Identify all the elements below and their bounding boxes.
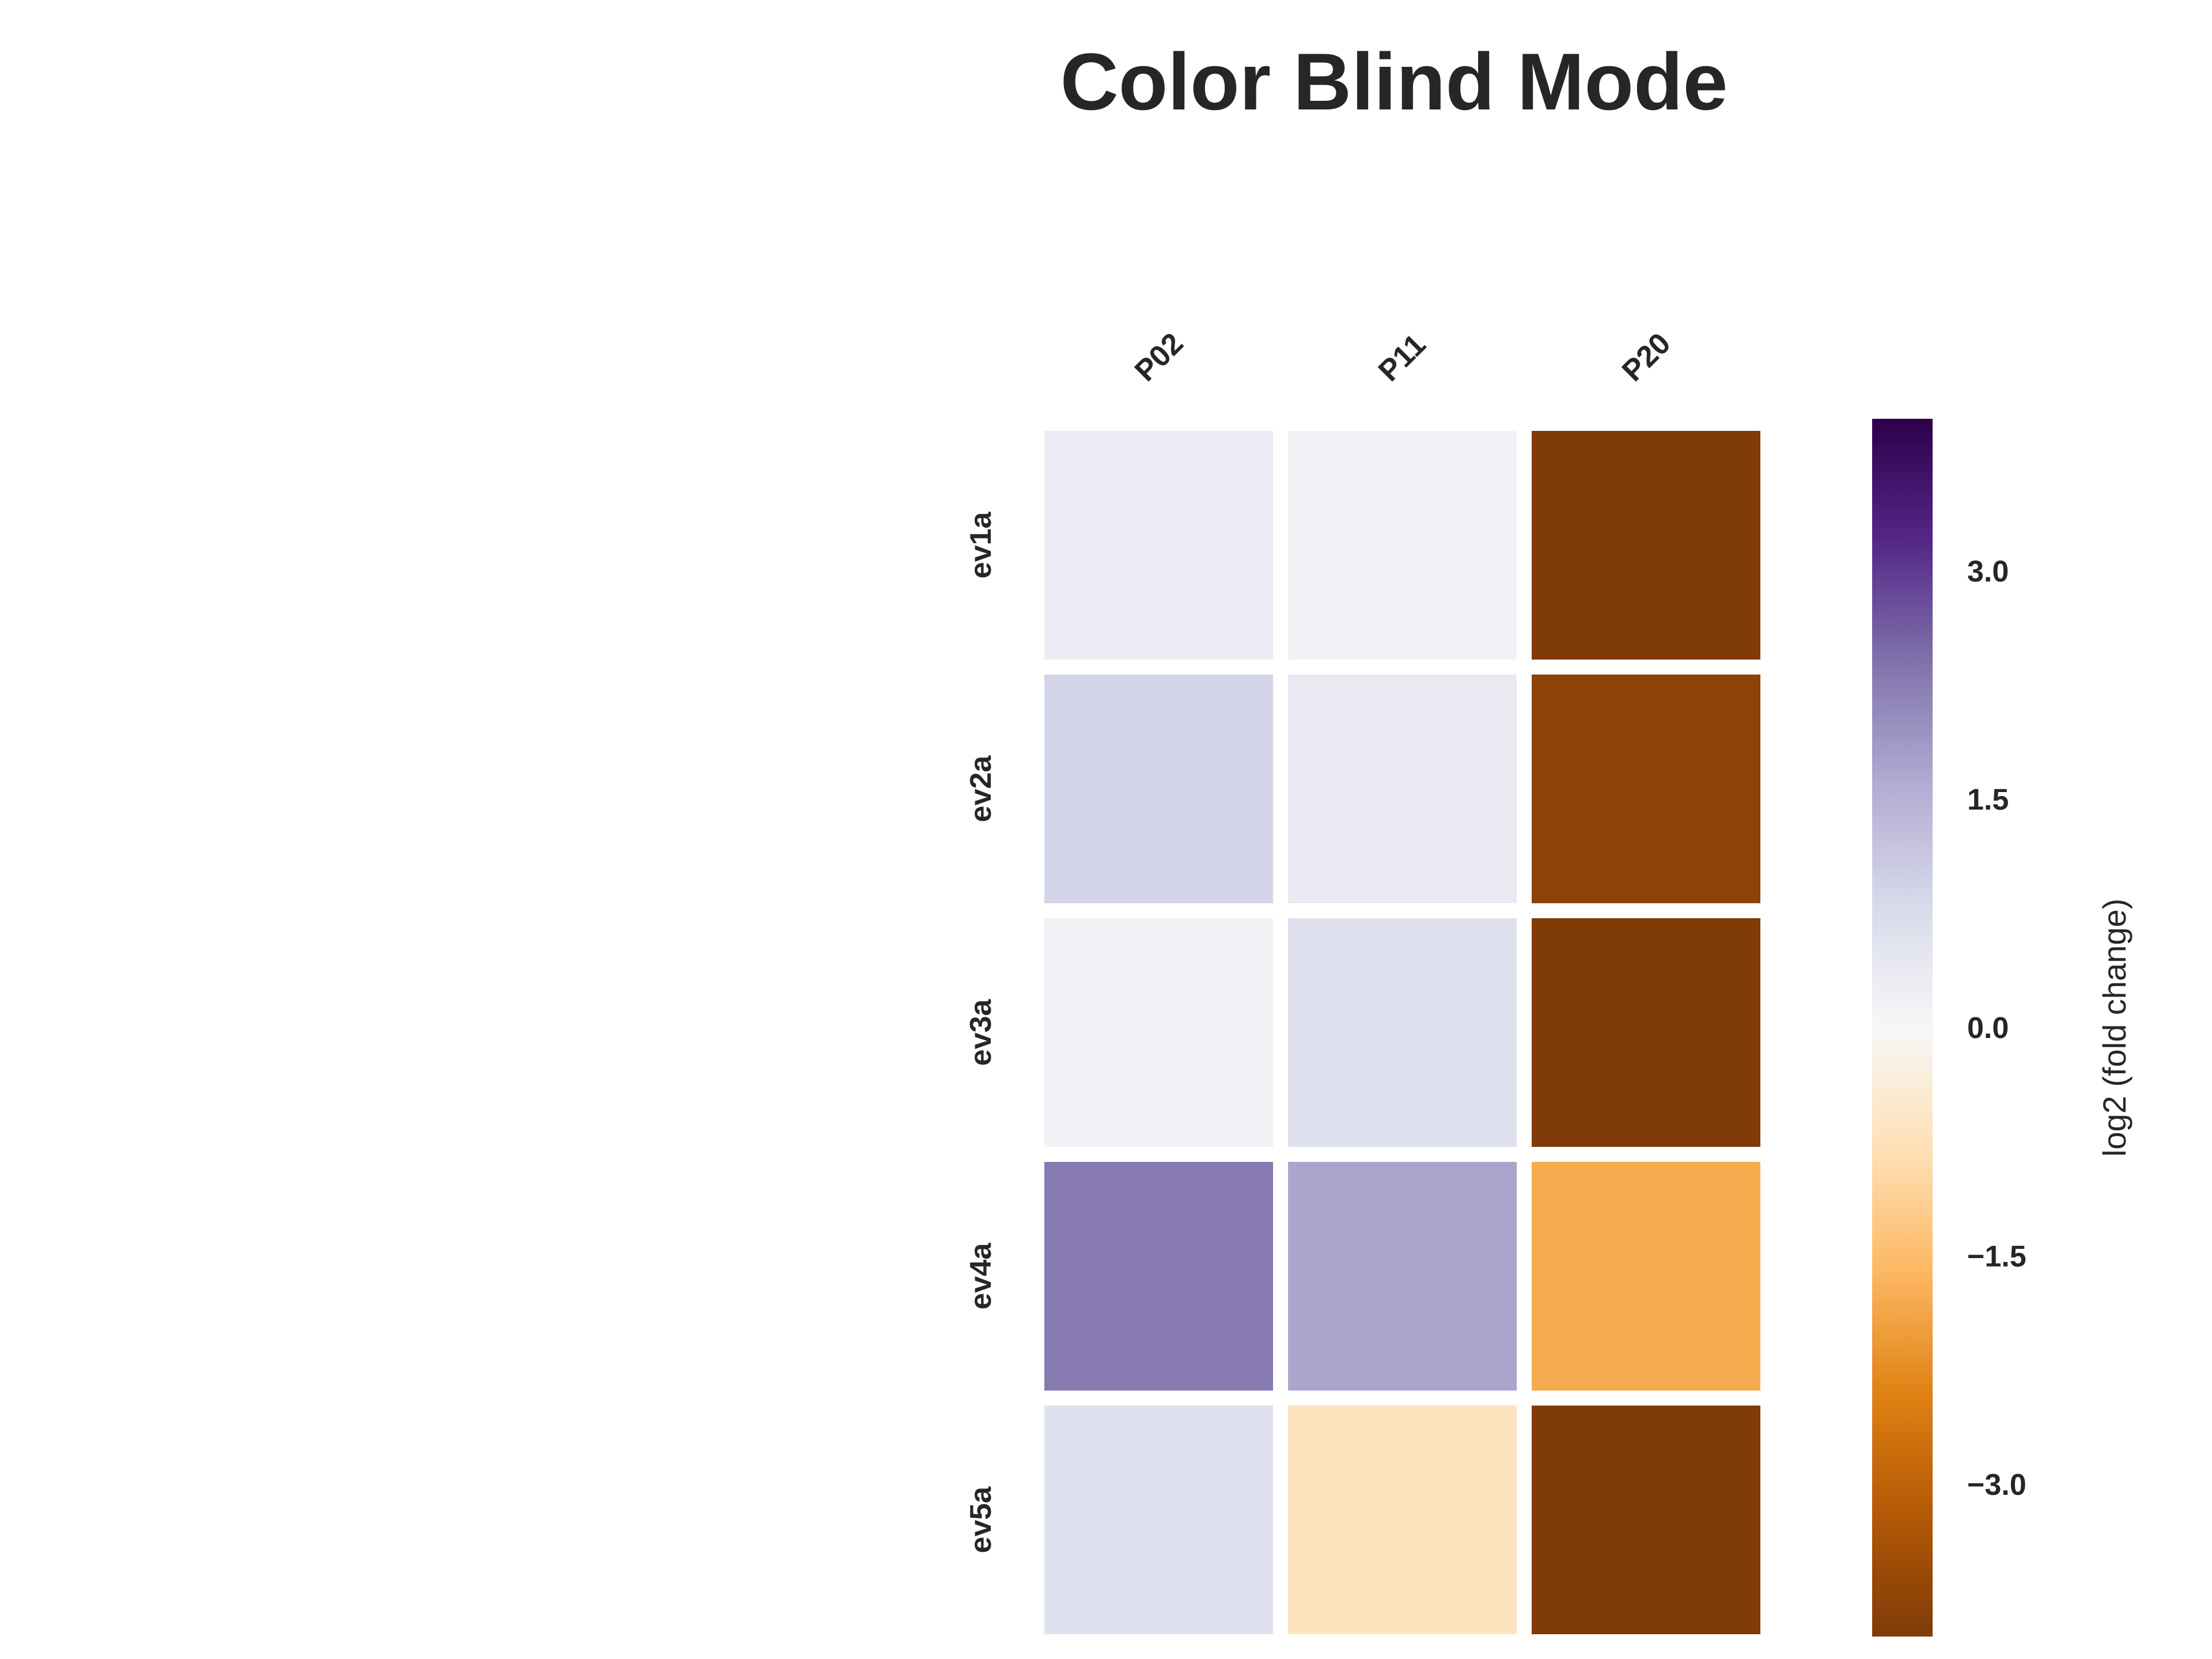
- colorbar-label: log2 (fold change): [2096, 899, 2133, 1157]
- heatmap-cell-ev3a-P11: [1288, 918, 1517, 1147]
- colorbar-tick-label: 3.0: [1967, 555, 2009, 588]
- colorbar: 3.0 1.5 0.0 −1.5 −3.0 log2 (fold change): [1872, 419, 2133, 1637]
- chart-title: Color Blind Mode: [1060, 36, 1728, 127]
- row-label-ev3a: ev3a: [964, 999, 998, 1066]
- colorbar-tick-label: −1.5: [1967, 1240, 2027, 1273]
- row-label-ev5a: ev5a: [964, 1486, 998, 1554]
- heatmap-cell-ev5a-P20: [1532, 1406, 1760, 1634]
- row-label-ev4a: ev4a: [964, 1243, 998, 1310]
- column-label-P11: P11: [1372, 328, 1432, 388]
- heatmap-cell-ev2a-P11: [1288, 675, 1517, 903]
- heatmap-cell-ev1a-P11: [1288, 431, 1517, 660]
- heatmap-cell-ev2a-P02: [1044, 675, 1273, 903]
- column-label-P02: P02: [1128, 327, 1190, 388]
- row-labels: ev1a ev2a ev3a ev4a ev5a: [964, 512, 998, 1554]
- heatmap-cell-ev3a-P02: [1044, 918, 1273, 1147]
- heatmap-cell-ev4a-P02: [1044, 1162, 1273, 1391]
- row-label-ev1a: ev1a: [964, 512, 998, 579]
- row-label-ev2a: ev2a: [964, 755, 998, 823]
- heatmap-cell-ev4a-P20: [1532, 1162, 1760, 1391]
- heatmap-cell-ev1a-P02: [1044, 431, 1273, 660]
- heatmap-cell-ev1a-P20: [1532, 431, 1760, 660]
- colorbar-tick-label: 1.5: [1967, 783, 2009, 817]
- heatmap-cell-ev4a-P11: [1288, 1162, 1517, 1391]
- colorbar-tick-label: 0.0: [1967, 1012, 2009, 1045]
- column-labels: P02 P11 P20: [1128, 327, 1677, 388]
- heatmap-cells: [1044, 431, 1760, 1634]
- heatmap-cell-ev3a-P20: [1532, 918, 1760, 1147]
- column-label-P20: P20: [1616, 327, 1677, 388]
- heatmap-cell-ev5a-P02: [1044, 1406, 1273, 1634]
- heatmap-cell-ev2a-P20: [1532, 675, 1760, 903]
- heatmap-cell-ev5a-P11: [1288, 1406, 1517, 1634]
- colorbar-tick-label: −3.0: [1967, 1468, 2027, 1502]
- colorbar-gradient: [1872, 419, 1933, 1637]
